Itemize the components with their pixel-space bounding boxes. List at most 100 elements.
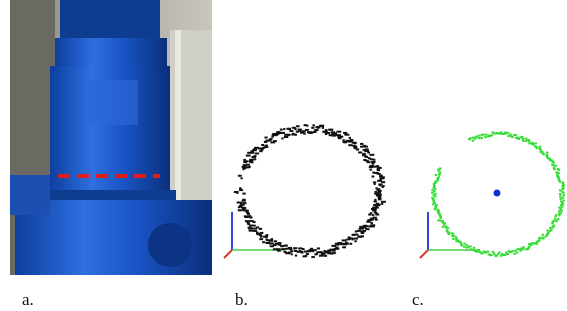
- cloud-point: [280, 132, 285, 134]
- fit-point: [554, 216, 557, 218]
- cloud-point: [294, 128, 296, 130]
- fit-point: [536, 241, 539, 243]
- fit-point: [435, 174, 438, 176]
- fit-point: [439, 167, 442, 169]
- cloud-point: [265, 144, 267, 146]
- cloud-point: [239, 189, 243, 191]
- cloud-point: [363, 146, 368, 148]
- cloud-point: [260, 232, 264, 234]
- cloud-point: [238, 209, 242, 211]
- point-cloud: [234, 124, 386, 258]
- cloud-point: [348, 236, 351, 238]
- fit-point: [562, 188, 565, 190]
- fit-point: [520, 248, 523, 250]
- cloud-point: [344, 134, 349, 136]
- cloud-point: [331, 132, 335, 134]
- cloud-point: [259, 238, 263, 240]
- cloud-point: [354, 240, 356, 242]
- fit-point: [492, 251, 495, 253]
- cloud-point: [249, 225, 254, 227]
- fit-point: [451, 235, 454, 237]
- fit-point: [469, 137, 472, 139]
- cloud-point: [374, 183, 376, 185]
- cloud-point: [354, 142, 357, 144]
- cloud-point: [240, 177, 242, 179]
- fit-point: [540, 149, 543, 151]
- cloud-point: [302, 248, 304, 250]
- cloud-point: [366, 221, 370, 223]
- cloud-point: [377, 169, 380, 171]
- cloud-point: [335, 243, 339, 245]
- fit-point: [546, 230, 549, 232]
- cloud-point: [273, 140, 277, 142]
- cloud-point: [255, 152, 259, 154]
- panel-label: b.: [235, 290, 248, 310]
- cloud-point: [249, 230, 254, 232]
- fit-point: [561, 206, 564, 208]
- cloud-point: [259, 228, 262, 230]
- fit-point: [469, 248, 472, 250]
- fit-point: [562, 192, 565, 194]
- cloud-point: [296, 125, 300, 127]
- cloud-point: [357, 230, 361, 232]
- cloud-point: [357, 236, 362, 238]
- cloud-point: [307, 250, 312, 252]
- cloud-point: [255, 149, 257, 151]
- cloud-point: [276, 248, 280, 250]
- cloud-point: [356, 149, 359, 151]
- fit-point: [553, 168, 556, 170]
- fit-point: [463, 246, 466, 248]
- fit-point: [516, 248, 519, 250]
- fit-point: [522, 138, 525, 140]
- cloud-point: [370, 169, 372, 171]
- cloud-point: [242, 199, 245, 201]
- fit-point: [460, 243, 463, 245]
- cloud-point: [283, 128, 285, 130]
- fit-point: [558, 210, 561, 212]
- fit-point: [557, 218, 560, 220]
- cloud-point: [359, 228, 364, 230]
- fit-point: [485, 134, 488, 136]
- cloud-point: [360, 143, 363, 145]
- fit-point: [488, 253, 491, 255]
- cloud-point: [329, 129, 333, 131]
- cloud-point: [266, 239, 268, 241]
- cloud-point: [353, 238, 357, 240]
- cloud-point: [368, 225, 372, 227]
- fit-point: [466, 247, 469, 249]
- cloud-point: [379, 184, 382, 186]
- fit-point: [445, 225, 448, 227]
- cloud-point: [284, 136, 288, 138]
- fit-point: [434, 193, 437, 195]
- cloud-point: [303, 133, 306, 135]
- cloud-point: [291, 253, 293, 255]
- fit-point: [455, 236, 458, 238]
- cloud-point: [336, 131, 341, 133]
- fit-point: [476, 135, 479, 137]
- fit-point: [480, 137, 483, 139]
- cloud-point: [342, 139, 344, 141]
- cloud-point: [368, 214, 371, 216]
- fit-point: [452, 238, 455, 240]
- fit-point: [522, 140, 525, 142]
- cloud-point: [287, 134, 289, 136]
- cloud-point: [298, 247, 302, 249]
- cloud-point: [367, 152, 370, 154]
- cloud-point: [292, 133, 294, 135]
- cloud-point: [274, 240, 277, 242]
- fit-point: [561, 210, 564, 212]
- fit-point: [514, 250, 517, 252]
- cloud-point: [350, 243, 352, 245]
- cloud-point: [280, 129, 283, 131]
- fit-point: [478, 251, 481, 253]
- fit-point: [439, 171, 442, 173]
- cloud-point: [352, 234, 354, 236]
- cloud-point: [303, 255, 307, 257]
- cloud-point: [249, 215, 252, 217]
- cloud-point: [242, 193, 245, 195]
- fit-point: [507, 132, 510, 134]
- circle-center: [494, 190, 501, 197]
- cloud-point: [253, 230, 255, 232]
- fit-point: [483, 250, 486, 252]
- fit-point: [458, 240, 461, 242]
